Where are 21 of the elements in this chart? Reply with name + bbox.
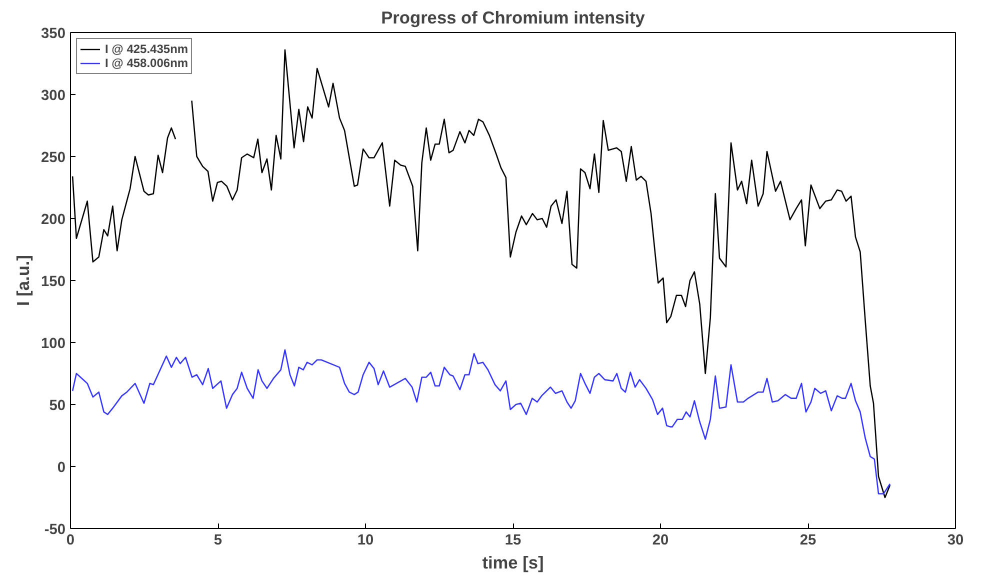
x-tick-label: 10	[357, 532, 374, 548]
y-tick-label: 350	[41, 26, 66, 42]
y-tick-label: 250	[41, 150, 66, 166]
y-tick-label: 0	[57, 460, 66, 476]
y-tick-label: 300	[41, 88, 66, 104]
x-tick-label: 15	[504, 532, 522, 548]
line-series	[72, 349, 891, 494]
x-tick-label: 25	[800, 532, 816, 548]
y-tick-label: 100	[41, 336, 66, 352]
y-axis-title: I [a.u.]	[13, 254, 34, 306]
x-axis-title: time [s]	[482, 552, 544, 572]
y-tick-label: -50	[44, 522, 66, 538]
legend-label: I @ 425.435nm	[105, 42, 188, 56]
x-tick-label: 5	[214, 532, 222, 548]
legend-label: I @ 458.006nm	[105, 56, 188, 70]
chart-title: Progress of Chromium intensity	[381, 8, 646, 28]
y-tick-label: 200	[41, 212, 66, 228]
y-tick-label: 150	[41, 274, 66, 290]
x-tick-label: 30	[947, 532, 964, 548]
y-tick-label: 50	[49, 398, 66, 414]
x-tick-label: 20	[652, 532, 669, 548]
